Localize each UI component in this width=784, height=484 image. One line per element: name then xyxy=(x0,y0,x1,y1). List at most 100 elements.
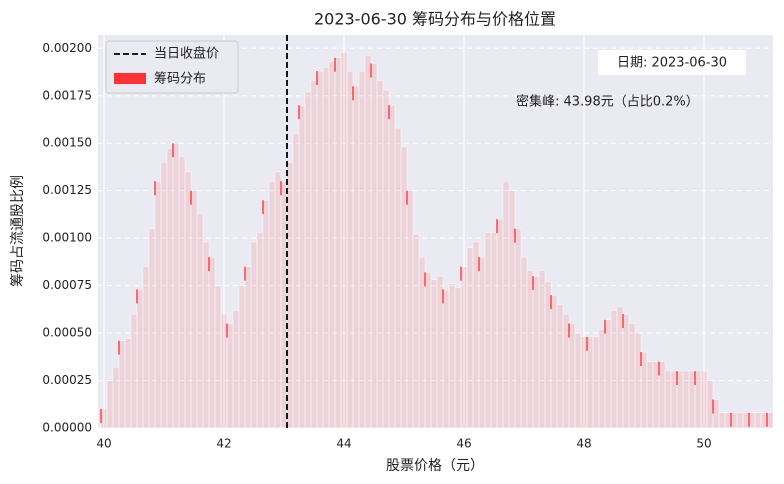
bar xyxy=(148,228,156,428)
bar xyxy=(370,63,378,428)
bar xyxy=(766,412,773,428)
bar xyxy=(376,80,384,428)
bar xyxy=(220,313,228,428)
bar xyxy=(688,370,696,428)
bar xyxy=(718,412,726,428)
y-tick-label: 0.00175 xyxy=(42,88,92,102)
bar xyxy=(514,228,522,428)
bar xyxy=(622,313,630,428)
y-tick-label: 0.00050 xyxy=(42,326,92,340)
plot-area xyxy=(100,51,773,428)
bar xyxy=(712,399,720,428)
x-axis-label: 股票价格（元） xyxy=(386,458,484,474)
bar xyxy=(598,329,606,428)
bar xyxy=(358,70,366,428)
annotation-box xyxy=(598,50,746,75)
plot-background xyxy=(98,35,773,428)
bar xyxy=(556,304,564,428)
bar xyxy=(124,338,132,428)
bar xyxy=(454,287,462,428)
bar xyxy=(550,294,558,428)
bar xyxy=(298,105,306,428)
bar xyxy=(160,162,168,428)
bar xyxy=(118,340,126,428)
bar xyxy=(238,285,246,428)
bar xyxy=(100,408,108,428)
legend-label: 筹码分布 xyxy=(154,71,206,87)
bar xyxy=(586,336,594,428)
bar xyxy=(580,336,588,428)
bar xyxy=(628,323,636,428)
bar xyxy=(226,323,234,428)
bar xyxy=(178,156,186,428)
bar xyxy=(508,190,516,428)
y-tick-label: 0.00025 xyxy=(42,373,92,387)
bar xyxy=(142,266,150,428)
bar xyxy=(172,143,180,428)
bar xyxy=(316,70,324,428)
bar xyxy=(724,412,732,428)
bar xyxy=(412,234,420,428)
y-tick-label: 0.00150 xyxy=(42,136,92,150)
bar xyxy=(322,67,330,428)
annotation: 日期: 2023-06-30 xyxy=(617,56,727,71)
bar xyxy=(478,256,486,428)
bar xyxy=(130,313,138,428)
y-tick-label: 0.00200 xyxy=(42,41,92,55)
bar xyxy=(388,105,396,428)
y-tick-label: 0.00100 xyxy=(42,231,92,245)
bar xyxy=(562,313,570,428)
y-axis-label: 筹码占流通股比例 xyxy=(9,175,26,287)
bar xyxy=(610,310,618,428)
bar xyxy=(472,241,480,428)
bar xyxy=(430,279,438,428)
y-tick-label: 0.00075 xyxy=(42,278,92,292)
bar xyxy=(694,370,702,428)
bar xyxy=(196,213,204,428)
bar xyxy=(652,361,660,428)
x-tick-label: 50 xyxy=(696,437,711,451)
bar xyxy=(484,232,492,428)
bar xyxy=(574,332,582,428)
bar xyxy=(328,61,336,428)
y-tick-label: 0.00000 xyxy=(42,421,92,435)
x-tick-label: 42 xyxy=(216,437,231,451)
bar xyxy=(184,171,192,428)
annotation: 密集峰: 43.98元（占比0.2%） xyxy=(516,94,699,110)
bar xyxy=(232,310,240,428)
bar xyxy=(166,148,174,428)
bar xyxy=(568,323,576,428)
bar xyxy=(706,380,714,428)
x-tick-label: 46 xyxy=(456,437,471,451)
x-tick-label: 44 xyxy=(336,437,351,451)
bar xyxy=(676,370,684,428)
bar xyxy=(136,289,144,428)
bar xyxy=(532,275,540,428)
bar xyxy=(340,51,348,428)
chart-title: 2023-06-30 筹码分布与价格位置 xyxy=(314,10,556,29)
bar xyxy=(448,283,456,428)
bar xyxy=(616,306,624,428)
bar xyxy=(256,232,264,428)
bar xyxy=(112,367,120,428)
bar xyxy=(526,270,534,428)
bar xyxy=(760,412,768,428)
bar xyxy=(604,319,612,428)
bar xyxy=(664,370,672,428)
bar xyxy=(382,89,390,428)
bar xyxy=(748,412,756,428)
bar xyxy=(670,370,678,428)
bar xyxy=(406,190,414,428)
bar xyxy=(214,285,222,428)
bar xyxy=(106,380,114,428)
bar xyxy=(460,266,468,428)
bar xyxy=(394,127,402,428)
bar xyxy=(496,218,504,428)
bar xyxy=(442,289,450,428)
bar xyxy=(436,275,444,428)
bar xyxy=(502,180,510,428)
bar xyxy=(640,351,648,428)
bar xyxy=(742,412,750,428)
legend-label: 当日收盘价 xyxy=(154,46,219,62)
